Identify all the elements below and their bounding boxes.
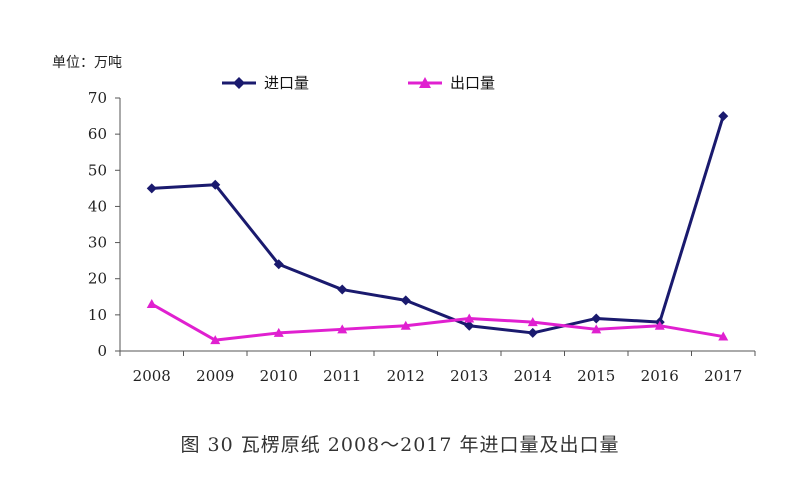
export-data-point bbox=[464, 313, 475, 323]
figure-caption: 图 30 瓦楞原纸 2008～2017 年进口量及出口量 bbox=[180, 434, 620, 456]
y-tick-label: 70 bbox=[88, 89, 107, 107]
export-legend-icon bbox=[408, 76, 442, 88]
x-tick-label: 2009 bbox=[196, 367, 234, 385]
export-data-point bbox=[400, 320, 411, 330]
y-tick-label: 40 bbox=[88, 197, 107, 215]
export-data-point bbox=[718, 331, 729, 341]
x-tick-label: 2015 bbox=[577, 367, 615, 385]
legend-label-export: 出口量 bbox=[450, 74, 496, 92]
import-data-point bbox=[273, 259, 284, 270]
import-data-point bbox=[464, 320, 475, 331]
import-data-point bbox=[718, 111, 729, 122]
series-line-export bbox=[151, 302, 724, 342]
y-tick-label: 0 bbox=[97, 342, 107, 360]
unit-label: 单位：万吨 bbox=[52, 55, 122, 71]
series-line-import bbox=[151, 115, 725, 335]
import-data-point bbox=[210, 179, 221, 190]
y-tick-label: 20 bbox=[88, 270, 107, 288]
x-tick-label: 2010 bbox=[260, 367, 298, 385]
export-data-point bbox=[337, 324, 348, 334]
import-data-point bbox=[146, 183, 157, 194]
import-legend-icon bbox=[222, 76, 256, 89]
y-tick-label: 60 bbox=[88, 125, 107, 143]
import-data-point bbox=[400, 295, 411, 306]
legend-item-export: 出口量 bbox=[408, 72, 495, 93]
line-chart: 0 10 20 30 40 50 60 70 2008 2009 2010 2011 2012 2013 2… bbox=[88, 89, 756, 385]
legend-item-import: 进口量 bbox=[222, 72, 309, 93]
y-tick-label: 50 bbox=[88, 161, 107, 179]
import-data-point bbox=[591, 313, 602, 324]
export-data-point bbox=[591, 324, 602, 334]
y-tick-label: 10 bbox=[88, 306, 107, 324]
x-tick-label: 2016 bbox=[641, 367, 679, 385]
x-tick-label: 2012 bbox=[387, 367, 425, 385]
export-data-point bbox=[146, 299, 157, 309]
export-data-point bbox=[210, 335, 221, 345]
x-tick-label: 2013 bbox=[450, 367, 488, 385]
export-data-point bbox=[527, 317, 538, 327]
x-tick-label: 2008 bbox=[133, 367, 171, 385]
legend-label-import: 进口量 bbox=[264, 74, 310, 92]
export-data-point bbox=[273, 327, 284, 337]
export-data-point bbox=[654, 320, 665, 330]
x-tick-label: 2011 bbox=[323, 367, 361, 385]
x-tick-label: 2017 bbox=[704, 367, 742, 385]
import-data-point bbox=[337, 284, 348, 295]
import-data-point bbox=[527, 327, 538, 338]
x-tick-label: 2014 bbox=[514, 367, 552, 385]
y-tick-label: 30 bbox=[88, 234, 107, 252]
